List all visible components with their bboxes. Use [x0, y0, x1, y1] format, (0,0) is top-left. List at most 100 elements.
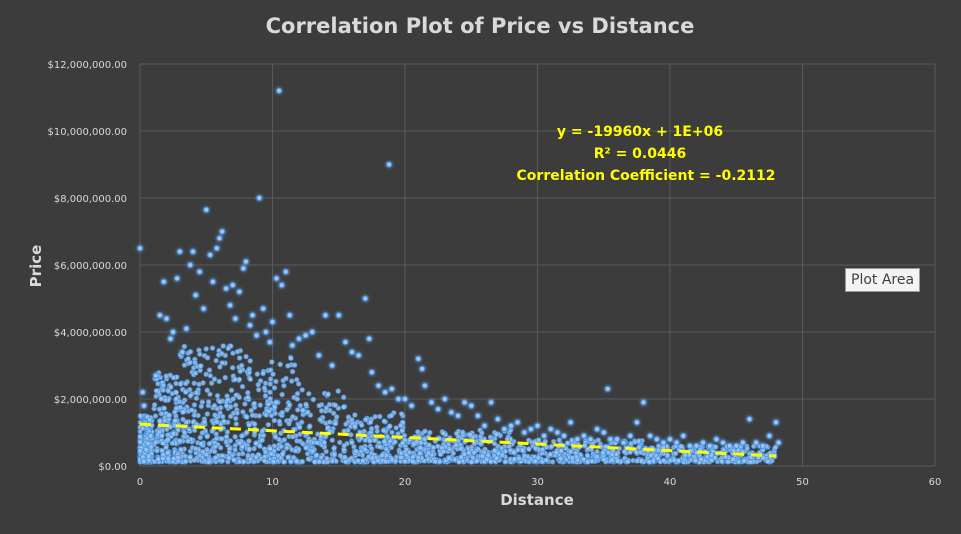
cloud-point [305, 456, 312, 462]
cloud-point [329, 437, 336, 444]
cloud-point [440, 430, 447, 437]
cloud-point [238, 362, 245, 369]
cloud-point [376, 413, 383, 420]
cloud-point [187, 454, 193, 461]
data-point-0 [137, 245, 143, 252]
cloud-point [367, 438, 373, 444]
data-point-72 [441, 396, 448, 402]
data-point-33 [247, 322, 253, 329]
cloud-point [219, 452, 225, 459]
cloud-point [453, 430, 460, 437]
cloud-point [247, 376, 254, 383]
cloud-point [457, 445, 464, 452]
cloud-point [491, 440, 498, 447]
cloud-point [160, 387, 167, 394]
cloud-point [261, 457, 268, 464]
data-point-114 [713, 436, 720, 443]
data-point-23 [213, 245, 220, 252]
cloud-point [182, 429, 188, 436]
cloud-point [459, 429, 466, 436]
cloud-point [187, 348, 194, 355]
data-point-8 [163, 315, 170, 322]
data-point-62 [386, 161, 393, 168]
cloud-point [226, 455, 232, 461]
r-squared: R² = 0.0446 [594, 146, 686, 162]
cloud-point [277, 361, 284, 368]
data-point-59 [368, 369, 375, 376]
gridlines [139, 63, 936, 467]
data-point-91 [567, 419, 574, 426]
data-point-115 [720, 439, 726, 446]
cloud-point [185, 438, 191, 444]
cloud-point [289, 413, 296, 420]
cloud-point [675, 457, 682, 464]
data-point-54 [342, 339, 349, 346]
cloud-point [313, 452, 320, 458]
cloud-point [251, 421, 258, 427]
data-point-95 [594, 426, 601, 433]
data-point-46 [289, 342, 296, 349]
data-point-60 [375, 382, 382, 389]
data-point-77 [474, 412, 481, 419]
data-point-103 [640, 399, 647, 406]
cloud-point [236, 355, 243, 361]
cloud-point [305, 390, 312, 397]
cloud-point [203, 346, 210, 352]
data-point-47 [296, 335, 302, 342]
data-point-56 [355, 352, 362, 359]
cloud-point [487, 458, 494, 465]
cloud-point [633, 449, 640, 456]
cloud-point [569, 455, 576, 461]
cloud-point [211, 376, 218, 382]
cloud-point [349, 416, 355, 423]
cloud-point [265, 401, 272, 408]
cloud-point [332, 402, 339, 409]
data-point-79 [488, 399, 495, 406]
data-point-69 [421, 382, 428, 389]
cloud-point [506, 443, 512, 450]
cloud-point [146, 417, 153, 423]
data-point-18 [196, 268, 203, 275]
cloud-point [187, 392, 194, 399]
data-point-76 [468, 402, 475, 409]
cloud-point [225, 345, 232, 352]
cloud-point [672, 450, 679, 457]
cloud-point [253, 454, 259, 460]
cloud-point [188, 407, 195, 413]
cloud-point [510, 449, 517, 456]
cloud-point [473, 458, 480, 465]
cloud-point [290, 454, 297, 461]
cloud-point [299, 407, 306, 414]
cloud-point [163, 444, 169, 451]
y-tick-label-0: $0.00 [98, 462, 127, 473]
cloud-point [154, 448, 160, 454]
cloud-point [446, 446, 453, 452]
cloud-point [340, 404, 347, 410]
cloud-point [584, 459, 591, 465]
cloud-point [698, 456, 704, 463]
data-point-110 [686, 442, 693, 449]
cloud-point [426, 442, 433, 448]
cloud-point [262, 449, 269, 456]
cloud-point [208, 380, 215, 386]
cloud-point [161, 405, 168, 412]
cloud-point [279, 451, 286, 457]
cloud-point [498, 445, 505, 451]
data-point-65 [402, 396, 408, 402]
data-point-71 [435, 406, 442, 413]
cloud-point [152, 439, 159, 446]
data-point-88 [547, 426, 554, 433]
cloud-point [199, 430, 206, 436]
cloud-point [330, 410, 337, 417]
data-point-90 [561, 432, 567, 439]
cloud-point [519, 447, 526, 454]
cloud-point [166, 412, 172, 419]
cloud-point [207, 391, 213, 398]
cloud-point [284, 406, 290, 413]
cloud-point [383, 446, 390, 452]
cloud-point [389, 456, 396, 463]
cloud-point [219, 435, 225, 442]
data-point-78 [481, 422, 488, 429]
